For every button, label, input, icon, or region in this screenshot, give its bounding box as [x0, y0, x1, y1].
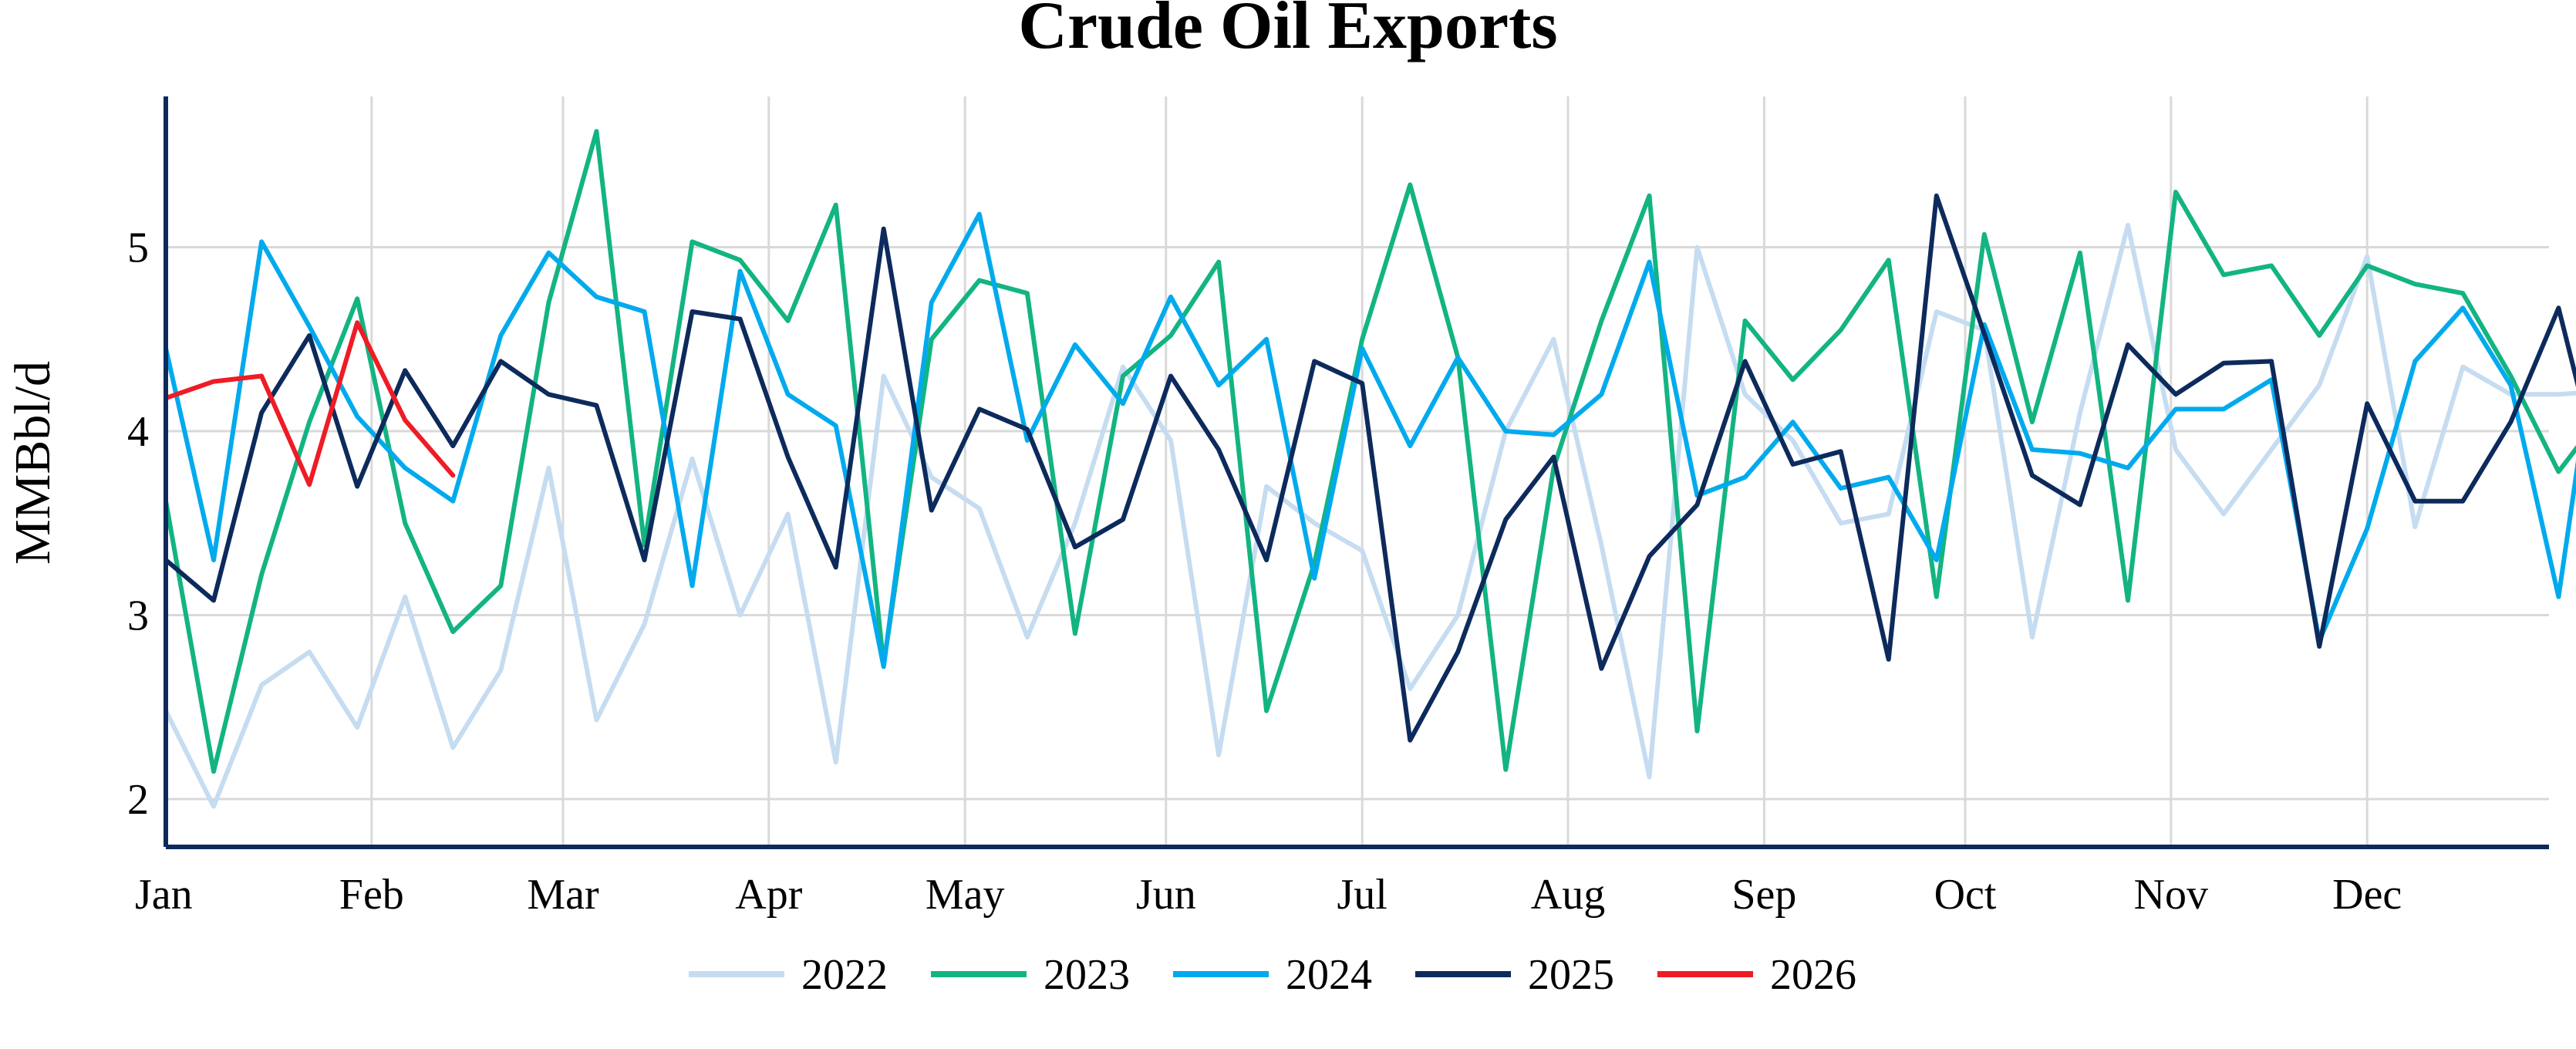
- x-tick-label: Jun: [1136, 871, 1196, 919]
- x-tick-label: Feb: [339, 871, 404, 919]
- x-tick-label: May: [926, 871, 1005, 919]
- y-tick-label: 3: [127, 592, 149, 640]
- x-tick-label: Apr: [735, 871, 802, 919]
- legend: 2022 2023 2024 2025 2026: [689, 951, 1856, 999]
- x-tick-label: Jan: [135, 871, 193, 919]
- legend-label: 2026: [1770, 951, 1856, 999]
- x-tick-labels: Jan Feb Mar Apr May Jun Jul Aug Sep Oct Nov Dec: [135, 871, 2402, 919]
- x-tick-label: Jul: [1337, 871, 1387, 919]
- chart-title: Crude Oil Exports: [1018, 0, 1557, 63]
- series-lines: [164, 129, 2576, 809]
- legend-label: 2023: [1044, 951, 1130, 999]
- y-tick-labels: 2 3 4 5: [127, 224, 149, 824]
- legend-label: 2025: [1528, 951, 1614, 999]
- x-tick-label: Sep: [1731, 871, 1796, 919]
- grid-lines: [164, 96, 2549, 847]
- y-tick-label: 2: [127, 776, 149, 824]
- series-line-2025: [164, 193, 2576, 743]
- x-tick-label: Oct: [1934, 871, 1997, 919]
- y-tick-label: 4: [127, 408, 149, 456]
- y-tick-label: 5: [127, 224, 149, 272]
- x-tick-label: Nov: [2134, 871, 2208, 919]
- x-tick-label: Aug: [1531, 871, 1605, 919]
- y-axis-label: MMBbl/d: [5, 361, 61, 565]
- x-tick-label: Dec: [2332, 871, 2402, 919]
- axes: [164, 96, 2549, 849]
- series-line-2022: [164, 222, 2576, 809]
- series-line-2026: [164, 320, 456, 487]
- x-tick-label: Mar: [527, 871, 599, 919]
- legend-label: 2022: [801, 951, 888, 999]
- legend-label: 2024: [1286, 951, 1372, 999]
